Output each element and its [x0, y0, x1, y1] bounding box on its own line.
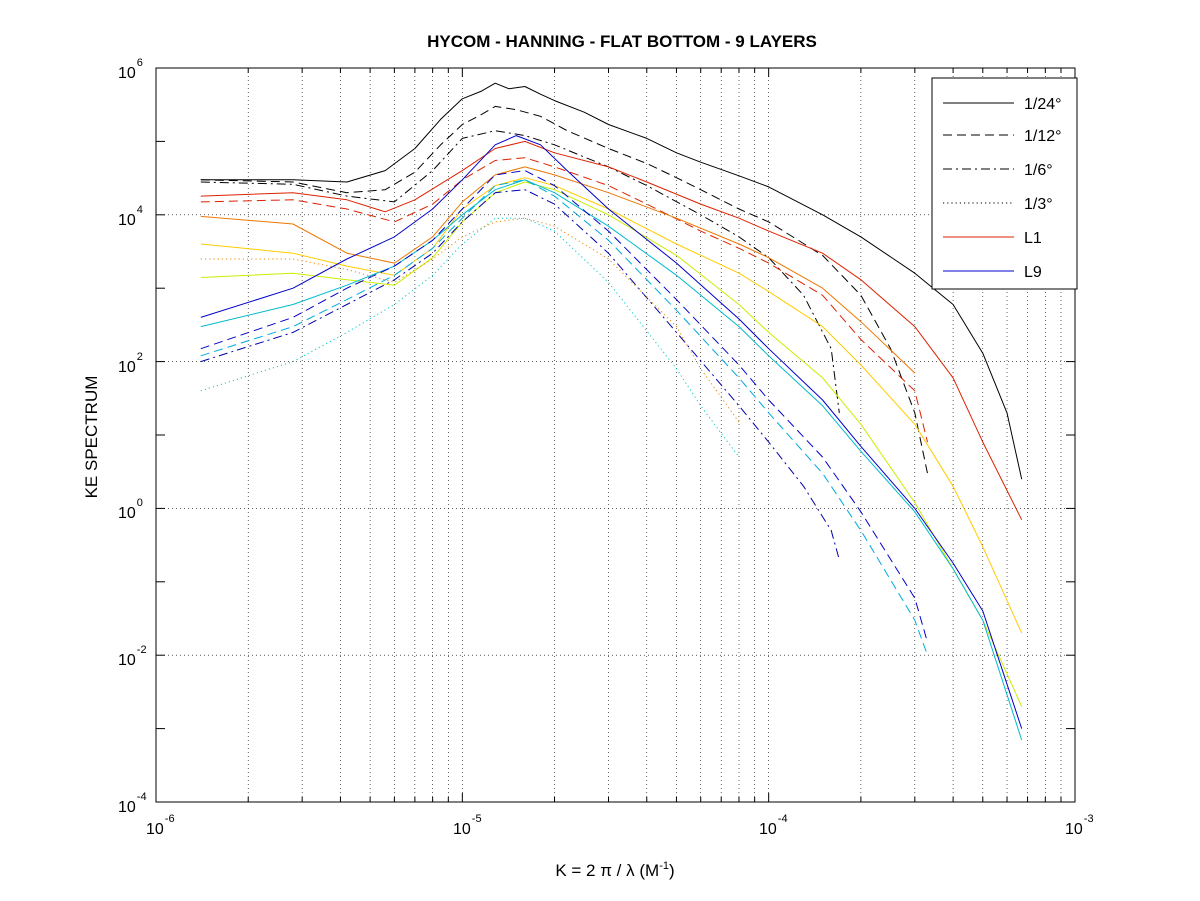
series-line	[200, 170, 928, 643]
x-tick-label: 10-5	[453, 813, 482, 838]
series-line	[200, 105, 928, 474]
legend-entry: L9	[1024, 264, 1042, 281]
series-line	[200, 130, 840, 413]
series-line	[200, 157, 928, 443]
series-line	[200, 179, 928, 656]
legend-entry: 1/6°	[1024, 162, 1053, 179]
x-axis-label-sup: -1	[659, 860, 669, 872]
y-axis-label: KE SPECTRUM	[82, 376, 101, 499]
series-line	[200, 181, 1023, 707]
x-tick-label: 10-3	[1065, 813, 1094, 838]
y-tick-label: 100	[118, 497, 143, 522]
y-tick-label: 104	[118, 204, 143, 229]
y-tick-label: 106	[118, 57, 143, 82]
y-tick-label: 10-4	[118, 791, 147, 816]
y-tick-label: 102	[118, 351, 143, 376]
chart-title: HYCOM - HANNING - FLAT BOTTOM - 9 LAYERS	[427, 32, 817, 51]
x-axis-label: K = 2 π / λ (M-1)	[555, 860, 674, 880]
legend-entry: 1/24°	[1024, 96, 1062, 113]
series-layer	[200, 82, 1023, 741]
y-tick-label: 10-2	[118, 644, 147, 669]
series-line	[200, 135, 1023, 729]
series-line	[200, 82, 1023, 480]
series-line	[200, 217, 740, 423]
legend-lines	[943, 102, 1014, 272]
legend-entry: 1/3°	[1024, 196, 1053, 213]
x-axis-label-tail: )	[669, 861, 675, 880]
legend-box	[931, 77, 1078, 290]
legend-entry: L1	[1024, 230, 1042, 247]
series-line	[200, 217, 740, 458]
x-tick-label: 10-6	[146, 813, 175, 838]
legend-entry: 1/12°	[1024, 128, 1062, 145]
x-tick-label: 10-4	[759, 813, 788, 838]
series-line	[200, 140, 1023, 521]
series-line	[200, 166, 916, 374]
legend: 1/24° 1/12° 1/6° 1/3° L1 L9	[931, 77, 1078, 290]
x-axis-label-base: K = 2 π / λ (M	[555, 861, 659, 880]
x-tick-labels: 10-6 10-5 10-4 10-3	[146, 813, 1094, 838]
series-line	[200, 189, 840, 560]
y-tick-labels: 10-4 10-2 100 102 104 106	[118, 57, 147, 816]
